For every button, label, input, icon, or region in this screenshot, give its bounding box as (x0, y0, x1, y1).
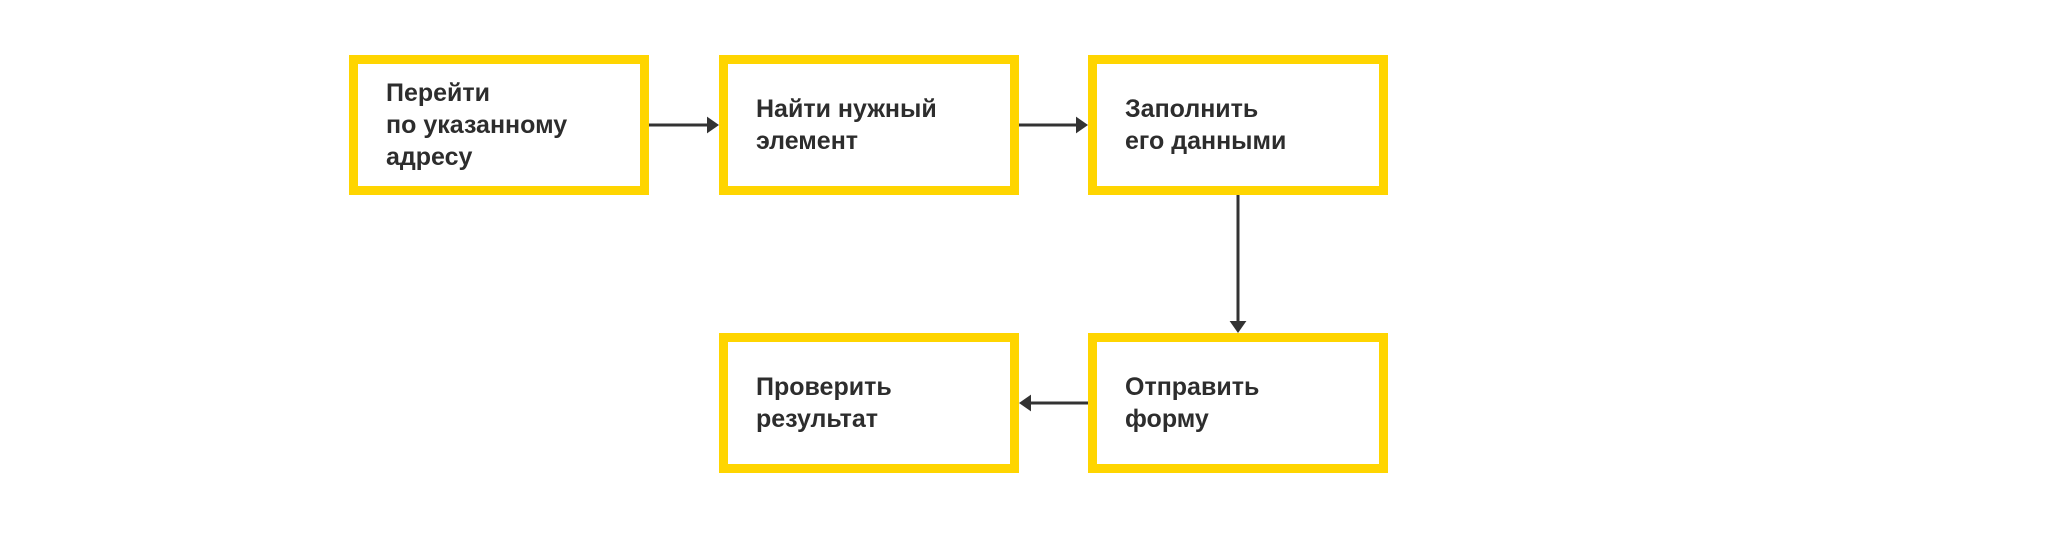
flowchart-arrow (1224, 195, 1252, 333)
flowchart-arrow (1019, 111, 1088, 139)
flowchart-node: Отправить форму (1088, 333, 1388, 473)
flowchart-node: Заполнить его данными (1088, 55, 1388, 195)
flowchart-arrow (1019, 389, 1088, 417)
flowchart-node-label: Отправить форму (1125, 371, 1259, 435)
flowchart-node-label: Перейти по указанному адресу (386, 77, 567, 173)
flowchart-node: Перейти по указанному адресу (349, 55, 649, 195)
flowchart-node-label: Найти нужный элемент (756, 93, 937, 157)
flowchart-node: Проверить результат (719, 333, 1019, 473)
flowchart-node: Найти нужный элемент (719, 55, 1019, 195)
flowchart-node-label: Заполнить его данными (1125, 93, 1286, 157)
flowchart-node-label: Проверить результат (756, 371, 892, 435)
flowchart-arrow (649, 111, 719, 139)
flowchart-canvas: Перейти по указанному адресу Найти нужный… (0, 0, 2050, 548)
